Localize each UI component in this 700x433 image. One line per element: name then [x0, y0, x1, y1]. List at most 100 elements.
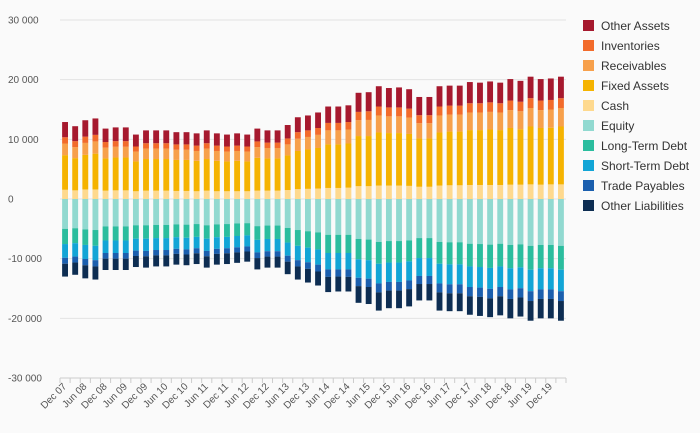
- bar-segment-other-liabilities: [132, 255, 139, 268]
- bar-segment-cash: [497, 184, 504, 199]
- bar-segment-inventories: [325, 122, 332, 131]
- bar-segment-fixed-assets: [183, 159, 190, 191]
- bar-segment-inventories: [497, 103, 504, 113]
- bar-segment-equity: [416, 199, 423, 239]
- bar-segment-cash: [477, 184, 483, 199]
- bar-segment-short-term-debt: [213, 237, 220, 249]
- bar-segment-equity: [466, 199, 473, 244]
- bar-segment-long-term-debt: [305, 231, 311, 248]
- bar-segment-receivables: [345, 129, 352, 144]
- bar-segment-receivables: [294, 138, 301, 151]
- bar-segment-inventories: [112, 141, 119, 147]
- bar-stack: [477, 82, 483, 316]
- legend-swatch: [583, 180, 594, 191]
- y-tick-label: 20 000: [8, 75, 39, 86]
- bar-stack: [527, 76, 534, 321]
- bar-segment-other-liabilities: [284, 261, 291, 275]
- bar-stack: [224, 134, 230, 265]
- bar-segment-inventories: [426, 115, 433, 124]
- bar-segment-other-assets: [294, 117, 301, 133]
- bar-segment-other-assets: [466, 82, 473, 104]
- bar-segment-other-assets: [183, 132, 190, 145]
- bar-segment-inventories: [203, 143, 210, 149]
- bar-segment-inventories: [284, 138, 291, 145]
- bar-segment-other-liabilities: [305, 268, 311, 283]
- bar-segment-equity: [497, 199, 504, 244]
- bar-segment-fixed-assets: [396, 133, 402, 186]
- bar-segment-receivables: [284, 144, 291, 156]
- bar-segment-short-term-debt: [264, 238, 271, 252]
- legend-label: Cash: [601, 99, 629, 113]
- bar-segment-fixed-assets: [203, 159, 210, 191]
- bar-stack: [416, 96, 423, 301]
- bar-segment-equity: [274, 199, 281, 226]
- bar-segment-long-term-debt: [254, 226, 261, 240]
- bar-segment-inventories: [163, 143, 170, 149]
- bar-segment-equity: [345, 199, 352, 235]
- bar-segment-other-liabilities: [477, 296, 483, 316]
- bar-segment-inventories: [406, 108, 413, 118]
- bar-segment-equity: [315, 199, 321, 233]
- bar-segment-other-liabilities: [537, 298, 544, 319]
- legend-label: Inventories: [601, 39, 660, 53]
- bar-segment-fixed-assets: [284, 155, 291, 191]
- bar-segment-long-term-debt: [153, 224, 160, 239]
- bar-segment-trade-payables: [62, 257, 68, 264]
- bar-segment-cash: [143, 190, 149, 199]
- bar-segment-short-term-debt: [193, 236, 200, 249]
- bar-segment-fixed-assets: [254, 157, 261, 191]
- bar-segment-long-term-debt: [497, 243, 504, 267]
- bar-segment-trade-payables: [325, 269, 332, 277]
- bar-segment-fixed-assets: [244, 161, 251, 192]
- bar-segment-fixed-assets: [325, 144, 332, 188]
- legend-label: Other Liabilities: [601, 199, 684, 213]
- bar-segment-cash: [426, 186, 433, 199]
- bar-segment-long-term-debt: [244, 223, 251, 236]
- bar-segment-trade-payables: [335, 269, 342, 277]
- legend-swatch: [583, 140, 594, 151]
- bar-segment-equity: [294, 199, 301, 231]
- bar-segment-equity: [112, 199, 119, 227]
- bar-segment-other-liabilities: [416, 284, 423, 301]
- bar-segment-inventories: [183, 144, 190, 150]
- bar-segment-inventories: [365, 111, 372, 120]
- bar-segment-other-assets: [122, 127, 129, 142]
- bar-segment-other-assets: [62, 122, 68, 138]
- bar-segment-cash: [92, 189, 99, 199]
- bar-segment-long-term-debt: [466, 243, 473, 267]
- bar-segment-other-assets: [274, 130, 281, 143]
- bar-segment-equity: [72, 199, 79, 229]
- bar-segment-other-liabilities: [203, 256, 210, 268]
- bar-stack: [325, 106, 332, 293]
- bar-segment-fixed-assets: [355, 136, 362, 187]
- bar-segment-cash: [163, 190, 170, 199]
- bar-segment-receivables: [396, 116, 402, 134]
- bar-segment-equity: [487, 199, 494, 245]
- bar-segment-long-term-debt: [365, 239, 372, 261]
- bar-segment-other-assets: [112, 127, 119, 142]
- bar-segment-short-term-debt: [537, 268, 544, 290]
- legend-swatch: [583, 60, 594, 71]
- bar-segment-fixed-assets: [477, 130, 483, 185]
- bar-segment-equity: [183, 199, 190, 225]
- bar-segment-other-liabilities: [446, 293, 453, 312]
- bar-segment-inventories: [487, 102, 494, 112]
- bar-segment-equity: [507, 199, 514, 245]
- bar-segment-receivables: [92, 141, 99, 154]
- bar-segment-other-liabilities: [396, 290, 402, 309]
- bar-segment-equity: [547, 199, 554, 245]
- bar-segment-cash: [254, 190, 261, 199]
- bar-segment-equity: [396, 199, 402, 242]
- bar-segment-short-term-debt: [143, 238, 149, 251]
- y-tick-label: -30 000: [8, 374, 42, 385]
- bar-segment-trade-payables: [274, 251, 281, 257]
- bar-segment-long-term-debt: [396, 241, 402, 263]
- bar-segment-trade-payables: [345, 269, 352, 277]
- bar-segment-other-liabilities: [456, 293, 463, 312]
- legend-item: Short-Term Debt: [583, 159, 690, 173]
- bar-segment-receivables: [62, 143, 68, 156]
- bar-segment-inventories: [143, 143, 149, 149]
- bar-segment-cash: [132, 191, 139, 199]
- bar-segment-receivables: [558, 108, 564, 127]
- bar-segment-other-liabilities: [325, 276, 332, 293]
